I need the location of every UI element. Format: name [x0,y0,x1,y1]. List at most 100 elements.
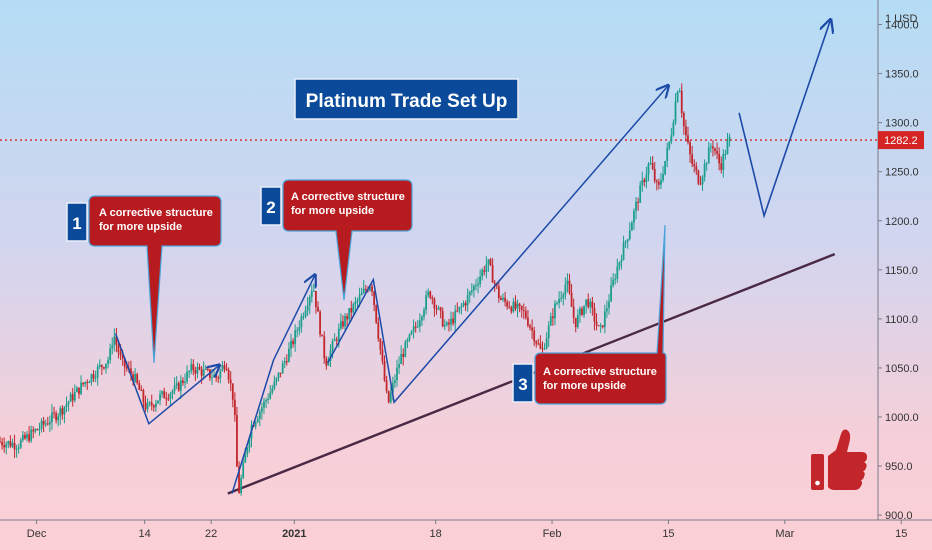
y-tick-label: 1150.0 [885,265,918,277]
candle-body [414,326,417,328]
candle-body [697,170,700,184]
candle-body [229,379,232,384]
candle-body [458,306,461,311]
candle-body [626,239,629,242]
title-box [294,78,519,120]
candle-body [460,305,463,307]
candle-body [310,291,313,297]
annotation-2-box [282,179,413,301]
candle-body [57,416,60,421]
annotation-3-line-1: A corrective structure [543,366,657,378]
candle-body [306,305,309,311]
candle-body [246,448,249,455]
candle-body [408,334,411,341]
x-tick-label: 2021 [282,528,306,540]
candle-body [125,367,128,369]
candle-body [275,377,278,382]
candle-body [479,276,482,284]
candle-body [462,303,465,306]
candle-body [59,408,62,417]
candle-body [566,280,569,285]
candle-body [219,370,222,379]
candle-body [17,447,20,449]
candle-body [360,292,363,296]
candle-body [660,180,662,185]
candle-body [699,183,702,185]
candle-body [273,381,276,389]
candle-body [618,262,621,267]
candle-body [564,284,567,295]
candle-body [454,310,457,324]
candle-body [371,286,373,292]
candle-body [674,101,677,123]
candle-body [71,394,74,401]
candle-body [657,182,660,185]
candle-body [512,301,515,312]
candle-body [346,315,349,320]
candle-body [601,325,604,328]
candle-body [132,374,134,382]
candle-body [200,369,203,376]
candle-body [581,308,583,315]
candle-body [389,392,392,403]
candle-body [466,295,469,306]
candle-body [630,222,633,231]
annotation-2-number-box [260,186,282,226]
candle-body [325,358,328,366]
candle-body [319,311,321,335]
candle-body [19,440,22,448]
candle-body [464,303,467,306]
candle-body [233,399,236,416]
annotation-3: A corrective structure for more upside 3 [512,224,667,405]
candle-body [206,368,209,370]
candle-body [165,398,168,400]
candle-body [381,349,384,362]
candle-body [163,391,166,399]
candle-body [404,342,407,357]
candle-body [277,372,280,378]
candle-body [157,400,159,404]
candle-body [668,141,671,148]
candle-body [179,380,182,391]
candle-body [435,308,438,310]
annotation-1-line-2: for more upside [99,221,182,233]
candle-body [649,162,652,165]
candle-body [662,174,664,181]
candle-body [572,306,575,318]
candle-body [123,358,126,368]
candle-body [497,286,500,298]
candle-body [134,374,137,382]
candle-body [549,316,552,326]
candle-body [140,389,143,391]
candle-body [260,407,263,412]
candle-body [720,163,723,170]
candle-body [379,338,382,350]
y-tick-label: 1050.0 [885,363,919,375]
annotation-1-box [88,195,222,364]
candle-body [159,394,161,401]
candle-body [317,307,319,312]
candle-body [42,420,45,425]
candle-body [267,398,270,400]
candle-body [96,366,99,378]
candle-body [412,326,415,332]
candle-body [329,350,332,361]
candle-body [641,179,644,186]
candle-body [48,422,51,425]
candle-body [475,285,477,287]
annotation-1-number-box [66,202,88,242]
candle-body [387,391,390,403]
candle-body [427,291,430,296]
current-price-tag: 1282.2 [878,131,924,150]
chart-title: Platinum Trade Set Up [294,78,519,120]
candle-body [285,361,288,363]
candle-body [429,291,432,298]
candle-body [664,160,667,175]
candle-body [695,166,698,171]
candle-body [524,311,527,318]
annotation-2-line-2: for more upside [291,205,374,217]
candle-body [38,428,41,430]
candle-body [364,288,367,290]
candle-body [452,318,455,324]
candle-body [167,398,170,400]
